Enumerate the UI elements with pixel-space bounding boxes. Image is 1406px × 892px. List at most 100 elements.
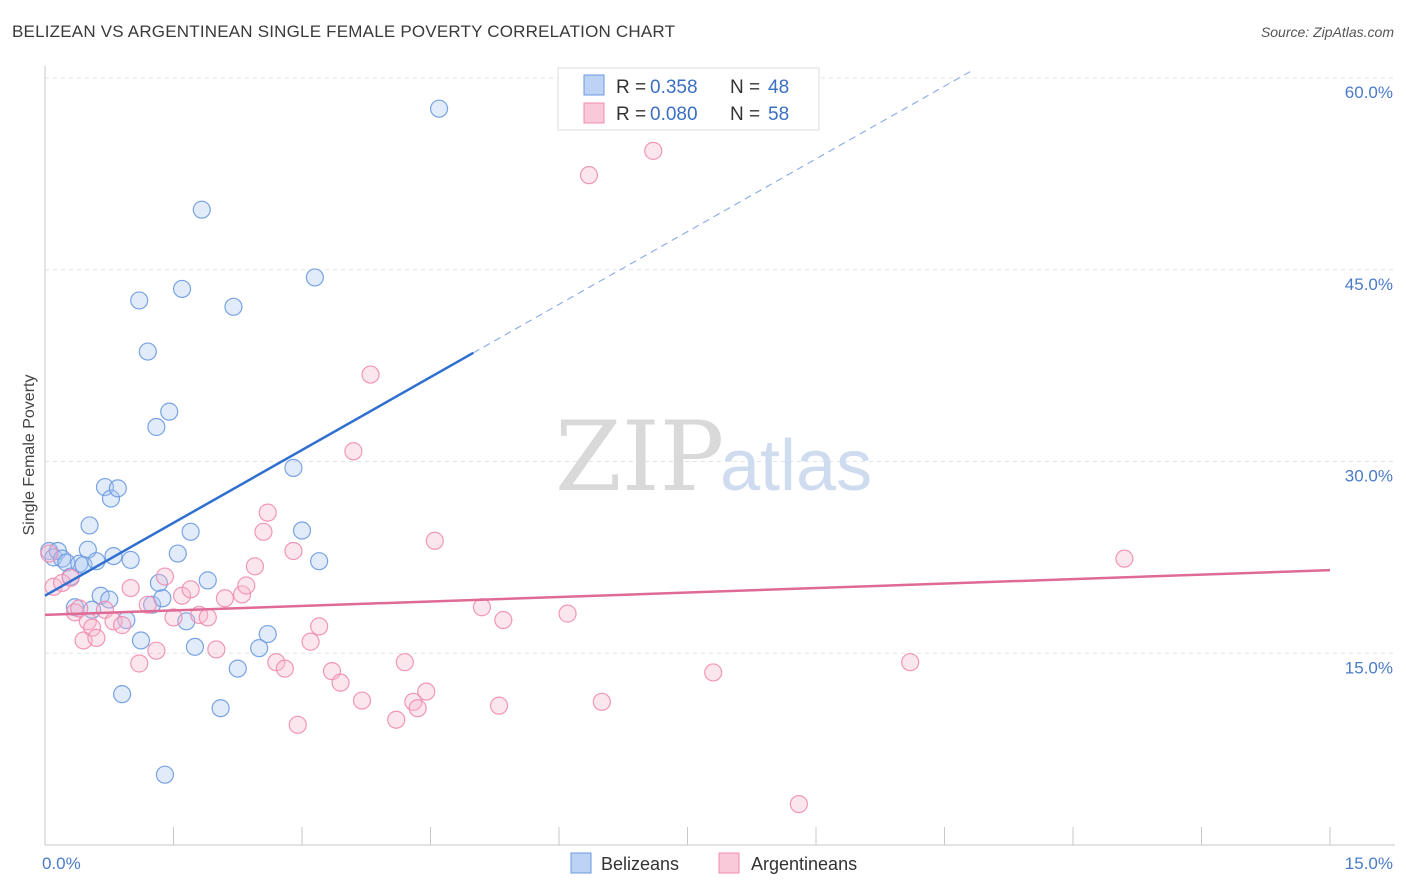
legend-r-label-belizeans: R = <box>616 77 646 98</box>
argentineans-point <box>232 585 252 604</box>
y-tick-labels: 15.0% 30.0% 45.0% 60.0% <box>1345 83 1393 677</box>
y-tick-label: 45.0% <box>1345 275 1393 294</box>
chart-source: Source: ZipAtlas.com <box>1260 24 1394 40</box>
y-tick-label: 15.0% <box>1345 658 1393 677</box>
argentineans-point <box>301 632 320 651</box>
trend-lines <box>44 71 1331 617</box>
argentineans-point <box>901 653 920 672</box>
legend-top: R = 0.358 N = 48 R = 0.080 N = 58 <box>557 67 820 131</box>
bottom-legend-swatch-argentineans <box>718 852 740 874</box>
bottom-legend-label-belizeans: Belizeans <box>601 854 679 874</box>
argentineans-point <box>592 692 611 711</box>
series-belizeans <box>40 99 449 784</box>
argentineans-point <box>408 699 427 718</box>
belizeans-point <box>211 699 230 718</box>
belizeans-point <box>198 571 217 590</box>
legend-n-value-argentineans: 58 <box>768 104 789 125</box>
belizeans-point <box>305 268 324 287</box>
belizeans-point <box>108 479 127 498</box>
argentineans-point <box>83 618 102 637</box>
argentineans-point <box>344 442 363 461</box>
watermark-zip: ZIP <box>555 401 724 513</box>
argentineans-point <box>198 608 217 627</box>
argentineans-point <box>61 568 80 587</box>
belizeans-point <box>130 291 149 310</box>
legend-r-value-belizeans: 0.358 <box>650 77 698 98</box>
belizeans-point <box>155 765 175 784</box>
belizeans-point <box>160 402 179 421</box>
argentineans-point <box>1115 549 1134 568</box>
argentineans-point <box>644 141 663 160</box>
belizeans-point <box>185 637 205 656</box>
argentineans-point <box>164 608 183 627</box>
legend-swatch-argentineans <box>583 102 605 124</box>
argentineans-point <box>284 541 303 561</box>
argentineans-point <box>352 691 372 710</box>
legend-n-label-belizeans: N = <box>730 77 760 98</box>
belizeans-point <box>100 590 119 609</box>
belizeans-point <box>112 685 132 704</box>
watermark-atlas: atlas <box>720 426 872 506</box>
belizeans-point <box>310 552 329 571</box>
argentineans-trend-line <box>44 568 1331 617</box>
argentineans-point <box>181 580 200 599</box>
argentineans-point <box>310 617 329 636</box>
axes <box>44 66 1395 846</box>
belizeans-point <box>142 595 162 614</box>
belizeans-point <box>168 544 187 563</box>
x-tick-label: 15.0% <box>1345 854 1393 873</box>
argentineans-point <box>417 682 436 701</box>
argentineans-point <box>489 696 509 715</box>
legend-n-value-belizeans: 48 <box>768 77 789 98</box>
belizeans-point <box>181 522 200 541</box>
watermark: ZIP atlas <box>555 401 872 513</box>
argentineans-point <box>207 640 226 659</box>
belizeans-point <box>224 297 243 316</box>
legend-swatch-belizeans <box>583 74 605 96</box>
argentineans-point <box>288 715 307 734</box>
legend-r-value-argentineans: 0.080 <box>650 104 698 125</box>
argentineans-point <box>472 598 491 617</box>
argentineans-point <box>121 578 140 598</box>
belizeans-point <box>228 659 247 678</box>
belizeans-point <box>258 624 277 644</box>
argentineans-point <box>331 673 350 692</box>
belizeans-point <box>80 516 99 535</box>
argentineans-point <box>789 794 808 814</box>
belizeans-point <box>121 550 140 570</box>
x-tick-labels: 0.0% 15.0% <box>42 854 1393 873</box>
argentineans-point <box>112 616 132 635</box>
argentineans-point <box>215 589 234 608</box>
legend-bottom: Belizeans Argentineans <box>570 852 857 874</box>
argentineans-point <box>138 595 157 614</box>
argentineans-point <box>275 659 294 678</box>
belizeans-point <box>147 417 166 437</box>
argentineans-point <box>254 522 273 541</box>
argentineans-point <box>704 663 723 682</box>
belizeans-trend-line <box>44 351 474 597</box>
x-tick-label: 0.0% <box>42 854 81 873</box>
argentineans-point <box>579 166 599 185</box>
y-axis-label: Single Female Poverty <box>21 375 38 536</box>
y-tick-label: 30.0% <box>1345 467 1393 486</box>
argentineans-point <box>425 531 444 550</box>
argentineans-point <box>40 544 59 563</box>
y-tick-label: 60.0% <box>1345 83 1393 102</box>
argentineans-point <box>245 557 264 576</box>
argentineans-point <box>130 654 149 673</box>
bottom-legend-label-argentineans: Argentineans <box>751 854 857 874</box>
belizeans-point <box>138 342 157 361</box>
chart-title: BELIZEAN VS ARGENTINEAN SINGLE FEMALE PO… <box>12 22 676 41</box>
argentineans-point <box>361 365 380 384</box>
belizeans-point <box>91 586 110 605</box>
argentineans-point <box>87 628 106 648</box>
argentineans-point <box>258 503 277 522</box>
belizeans-point <box>284 458 303 477</box>
belizeans-point <box>172 279 192 299</box>
legend-r-label-argentineans: R = <box>616 104 646 125</box>
belizeans-point <box>192 200 211 219</box>
argentineans-point <box>395 653 414 672</box>
belizeans-point <box>131 631 151 650</box>
bottom-legend-swatch-belizeans <box>570 852 592 874</box>
